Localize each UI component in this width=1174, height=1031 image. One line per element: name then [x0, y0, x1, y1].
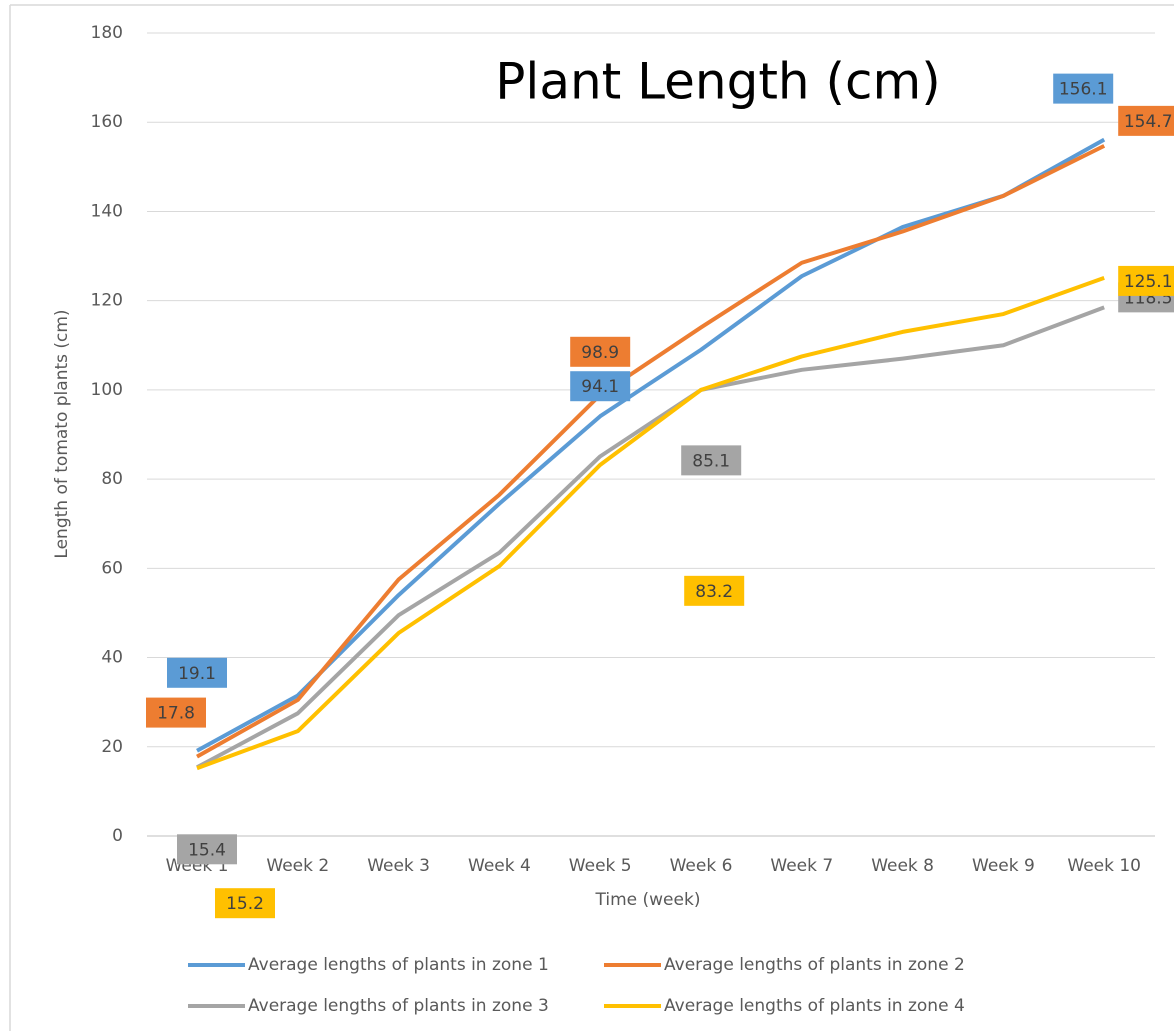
y-tick-label: 100: [91, 380, 123, 400]
y-tick-label: 80: [101, 469, 123, 489]
chart-title: Plant Length (cm): [495, 53, 940, 111]
data-label: 154.7: [1124, 112, 1173, 132]
y-tick-label: 0: [112, 826, 123, 846]
x-tick-label: Week 8: [871, 856, 934, 876]
y-tick-label: 180: [91, 23, 123, 43]
data-label-box: [1118, 265, 1174, 296]
data-label-box: [167, 657, 227, 688]
y-tick-label: 120: [91, 291, 123, 311]
legend-label: Average lengths of plants in zone 3: [248, 996, 549, 1016]
data-label: 15.4: [188, 840, 226, 860]
y-tick-label: 40: [101, 648, 123, 668]
data-label: 83.2: [695, 582, 733, 602]
y-tick-label: 60: [101, 558, 123, 578]
x-tick-label: Week 5: [569, 856, 632, 876]
series-line: [196, 276, 1105, 771]
y-tick-label: 20: [101, 737, 123, 757]
y-axis-title: Length of tomato plants (cm): [52, 309, 72, 558]
y-tick-label: 140: [91, 201, 123, 221]
x-tick-label: Week 3: [367, 856, 430, 876]
data-label: 19.1: [178, 664, 216, 684]
x-tick-label: Week 2: [266, 856, 329, 876]
data-label: 156.1: [1059, 80, 1108, 100]
x-tick-label: Week 7: [770, 856, 833, 876]
data-label: 94.1: [581, 377, 619, 397]
x-axis-title: Time (week): [595, 890, 701, 910]
x-tick-label: Week 6: [670, 856, 733, 876]
legend-label: Average lengths of plants in zone 2: [664, 955, 965, 975]
legend-label: Average lengths of plants in zone 1: [248, 955, 549, 975]
x-tick-label: Week 4: [468, 856, 531, 876]
data-label: 98.9: [581, 343, 619, 363]
x-tick-label: Week 10: [1067, 856, 1141, 876]
series-line: [196, 137, 1106, 753]
data-label-box: [681, 445, 742, 476]
series-line: [196, 144, 1106, 759]
data-label-box: [177, 834, 237, 865]
data-label-box: [570, 336, 631, 367]
data-label: 125.1: [1124, 272, 1173, 292]
data-label: 85.1: [692, 451, 730, 471]
x-tick-label: Week 9: [972, 856, 1035, 876]
legend-label: Average lengths of plants in zone 4: [664, 996, 965, 1016]
data-label-box: [1053, 73, 1114, 104]
data-label: 15.2: [226, 894, 264, 914]
data-label-box: [1118, 105, 1174, 136]
data-label-box: [215, 888, 275, 919]
y-tick-label: 160: [91, 112, 123, 132]
data-label: 17.8: [157, 704, 195, 724]
data-label-box: [570, 371, 631, 402]
data-label-box: [146, 697, 206, 728]
series-line: [196, 305, 1105, 770]
data-label-box: [684, 575, 745, 606]
